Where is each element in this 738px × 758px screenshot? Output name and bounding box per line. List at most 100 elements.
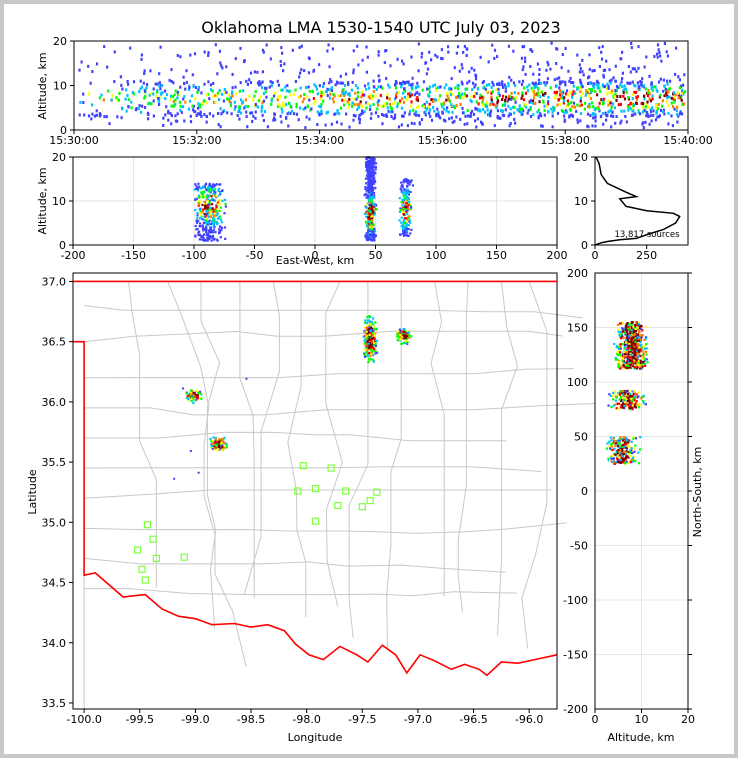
source-cell (584, 101, 587, 105)
source-cell (224, 203, 227, 206)
source-cell (639, 361, 642, 365)
source-cell (372, 354, 375, 357)
source-cell (213, 185, 216, 188)
source-cell (471, 81, 475, 85)
source-cell (601, 45, 604, 49)
source-cell (410, 335, 413, 338)
source-cell (621, 322, 624, 325)
source-cell (363, 110, 366, 114)
source-cell (216, 202, 219, 205)
source-cell (211, 236, 214, 239)
source-cell (183, 119, 186, 123)
source-cell (671, 105, 675, 108)
source-cell (529, 100, 532, 104)
source-cell (358, 121, 361, 125)
source-cell (331, 47, 334, 51)
source-cell (558, 93, 562, 97)
source-cell (642, 126, 645, 130)
source-cell (366, 164, 369, 167)
source-cell (430, 98, 433, 102)
y-tick-label: 33.5 (42, 697, 67, 710)
oklahoma-border (73, 340, 558, 677)
source-cell (375, 162, 378, 165)
source-cell (362, 335, 365, 338)
source-cell (223, 88, 226, 91)
source-cell (208, 97, 211, 101)
source-cell (640, 363, 644, 366)
source-cell (547, 110, 550, 114)
source-cell (413, 112, 416, 116)
source-cell (673, 96, 676, 100)
source-cell (373, 213, 376, 216)
source-cell (632, 402, 635, 405)
source-cell (403, 334, 406, 337)
source-cell (370, 174, 373, 178)
source-cell (621, 390, 624, 393)
source-cell (629, 102, 632, 106)
source-cell (88, 92, 91, 96)
source-cell (625, 365, 628, 368)
source-cell (201, 186, 204, 189)
source-cell (365, 45, 368, 49)
source-cell (357, 105, 360, 109)
source-cell (365, 326, 368, 329)
source-cell (626, 396, 629, 399)
source-cell (590, 81, 593, 85)
source-cell (629, 359, 632, 363)
source-cell (157, 99, 160, 103)
source-cell (545, 68, 548, 72)
source-cell (359, 112, 362, 116)
source-cell (633, 83, 636, 87)
source-cell (409, 232, 412, 235)
source-cell (624, 345, 627, 349)
source-cell (620, 399, 623, 403)
source-cell (670, 101, 673, 105)
source-cell (285, 116, 288, 120)
source-cell (635, 69, 638, 73)
source-cell (316, 92, 319, 96)
source-cell (259, 95, 262, 99)
source-cell (630, 390, 633, 393)
source-cell (381, 122, 384, 126)
source-cell (433, 98, 436, 102)
source-cell (473, 68, 476, 72)
source-cell (196, 211, 199, 215)
source-cell (639, 367, 642, 370)
source-cell (329, 96, 332, 100)
source-cell (624, 398, 627, 401)
source-cell (627, 96, 630, 99)
source-cell (401, 227, 405, 230)
source-cell (207, 211, 210, 214)
source-cell (366, 354, 369, 357)
source-cell (330, 80, 333, 84)
source-cell (644, 359, 647, 363)
source-cell (639, 112, 642, 116)
source-cell (209, 226, 212, 229)
source-cell (631, 345, 634, 348)
source-cell (213, 215, 216, 218)
source-cell (620, 109, 623, 113)
source-cell (194, 110, 197, 114)
source-cell (486, 101, 489, 105)
source-cell (198, 112, 201, 116)
source-cell (371, 239, 374, 242)
source-cell (463, 92, 466, 96)
source-cell (301, 100, 304, 104)
source-cell (661, 104, 664, 108)
source-cell (372, 157, 375, 160)
source-cell (650, 81, 653, 85)
source-cell (113, 80, 116, 84)
source-cell (231, 90, 234, 94)
source-cell (401, 332, 404, 335)
source-cell (212, 210, 215, 214)
source-cell (629, 403, 632, 406)
source-cell (370, 93, 373, 97)
source-cell (617, 366, 620, 369)
source-cell (572, 90, 575, 94)
source-cell (366, 235, 369, 238)
source-cell (206, 237, 209, 240)
source-cell (389, 103, 392, 106)
source-cell (364, 220, 368, 223)
source-cell (397, 125, 401, 129)
source-cell (396, 105, 399, 108)
